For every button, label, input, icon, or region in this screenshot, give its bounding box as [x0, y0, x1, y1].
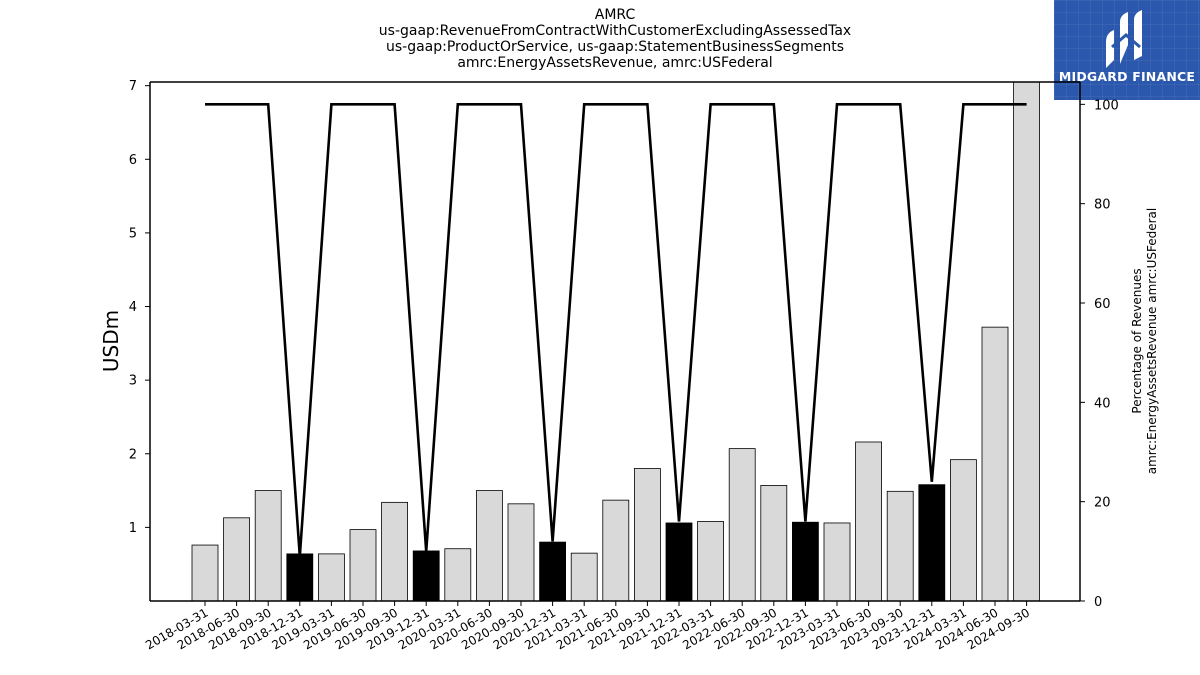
bar-2020-12-31	[539, 541, 566, 602]
bar-2019-06-30	[349, 529, 377, 602]
bar-2022-12-31	[792, 521, 819, 602]
bar-2019-09-30	[381, 501, 409, 602]
right-tick-label: 100	[1094, 98, 1119, 113]
y-axis-label: USDm	[99, 310, 123, 372]
left-tick-label: 3	[129, 374, 137, 389]
bar-2018-03-31	[191, 544, 219, 602]
left-tick-label: 4	[129, 300, 137, 315]
bar-2020-09-30	[507, 503, 535, 602]
left-tick-label: 7	[129, 79, 137, 94]
logo-mark-icon	[1106, 10, 1142, 68]
logo-text: MIDGARD FINANCE	[1058, 69, 1196, 84]
x-axis-ticks: 2018-03-312018-06-302018-09-302018-12-31…	[143, 601, 1032, 652]
bar-2023-12-31	[918, 484, 946, 602]
chart-subtitle-line-3: amrc:EnergyAssetsRevenue, amrc:USFederal	[457, 55, 773, 71]
bar-2021-06-30	[602, 499, 630, 602]
percentage-line-series	[205, 103, 1027, 557]
bar-2018-12-31	[286, 553, 314, 602]
bar-2022-09-30	[760, 485, 788, 602]
chart-axes	[149, 81, 1081, 602]
right-tick-label: 80	[1094, 198, 1111, 213]
chart-subtitle-line-2: us-gaap:ProductOrService, us-gaap:Statem…	[385, 39, 844, 55]
right-axis-label-line-2: amrc:EnergyAssetsRevenue amrc:USFederal	[1145, 208, 1159, 475]
bar-2022-06-30	[728, 448, 756, 602]
bar-series	[191, 81, 1040, 602]
bar-2022-03-31	[697, 521, 724, 602]
bar-2023-03-31	[823, 522, 851, 602]
percentage-line	[205, 103, 1027, 557]
left-tick-label: 5	[129, 226, 137, 241]
bar-2018-09-30	[254, 490, 282, 602]
bar-2021-03-31	[570, 552, 598, 602]
left-tick-label: 6	[129, 153, 137, 168]
right-tick-label: 20	[1094, 496, 1111, 511]
bar-2024-09-30	[1013, 81, 1040, 602]
bar-2020-03-31	[444, 548, 472, 602]
bar-2020-06-30	[475, 490, 503, 602]
right-tick-label: 40	[1094, 396, 1111, 411]
bar-2019-12-31	[412, 550, 440, 602]
midgard-finance-logo: MIDGARD FINANCE	[1054, 0, 1200, 100]
bar-2024-06-30	[981, 326, 1009, 602]
chart-title: AMRC	[594, 7, 636, 23]
bar-2021-09-30	[634, 468, 661, 602]
bar-2023-09-30	[886, 490, 914, 602]
left-tick-label: 1	[129, 521, 137, 536]
bar-2021-12-31	[665, 522, 693, 602]
right-axis-ticks: 0 20 40 60 80 100	[1080, 98, 1119, 610]
chart-subtitle-line-1: us-gaap:RevenueFromContractWithCustomerE…	[378, 23, 852, 39]
chart-title-block: AMRC us-gaap:RevenueFromContractWithCust…	[250, 7, 980, 71]
left-axis-ticks: 1 2 3 4 5 6 7	[129, 79, 150, 536]
bar-2023-06-30	[855, 441, 882, 602]
left-tick-label: 2	[129, 447, 137, 462]
bar-2018-06-30	[223, 517, 251, 602]
right-tick-label: 0	[1094, 595, 1102, 610]
bar-2024-03-31	[950, 459, 977, 602]
right-tick-label: 60	[1094, 297, 1111, 312]
right-axis-label-line-1: Percentage of Revenues	[1130, 268, 1144, 413]
bar-2019-03-31	[317, 553, 345, 602]
